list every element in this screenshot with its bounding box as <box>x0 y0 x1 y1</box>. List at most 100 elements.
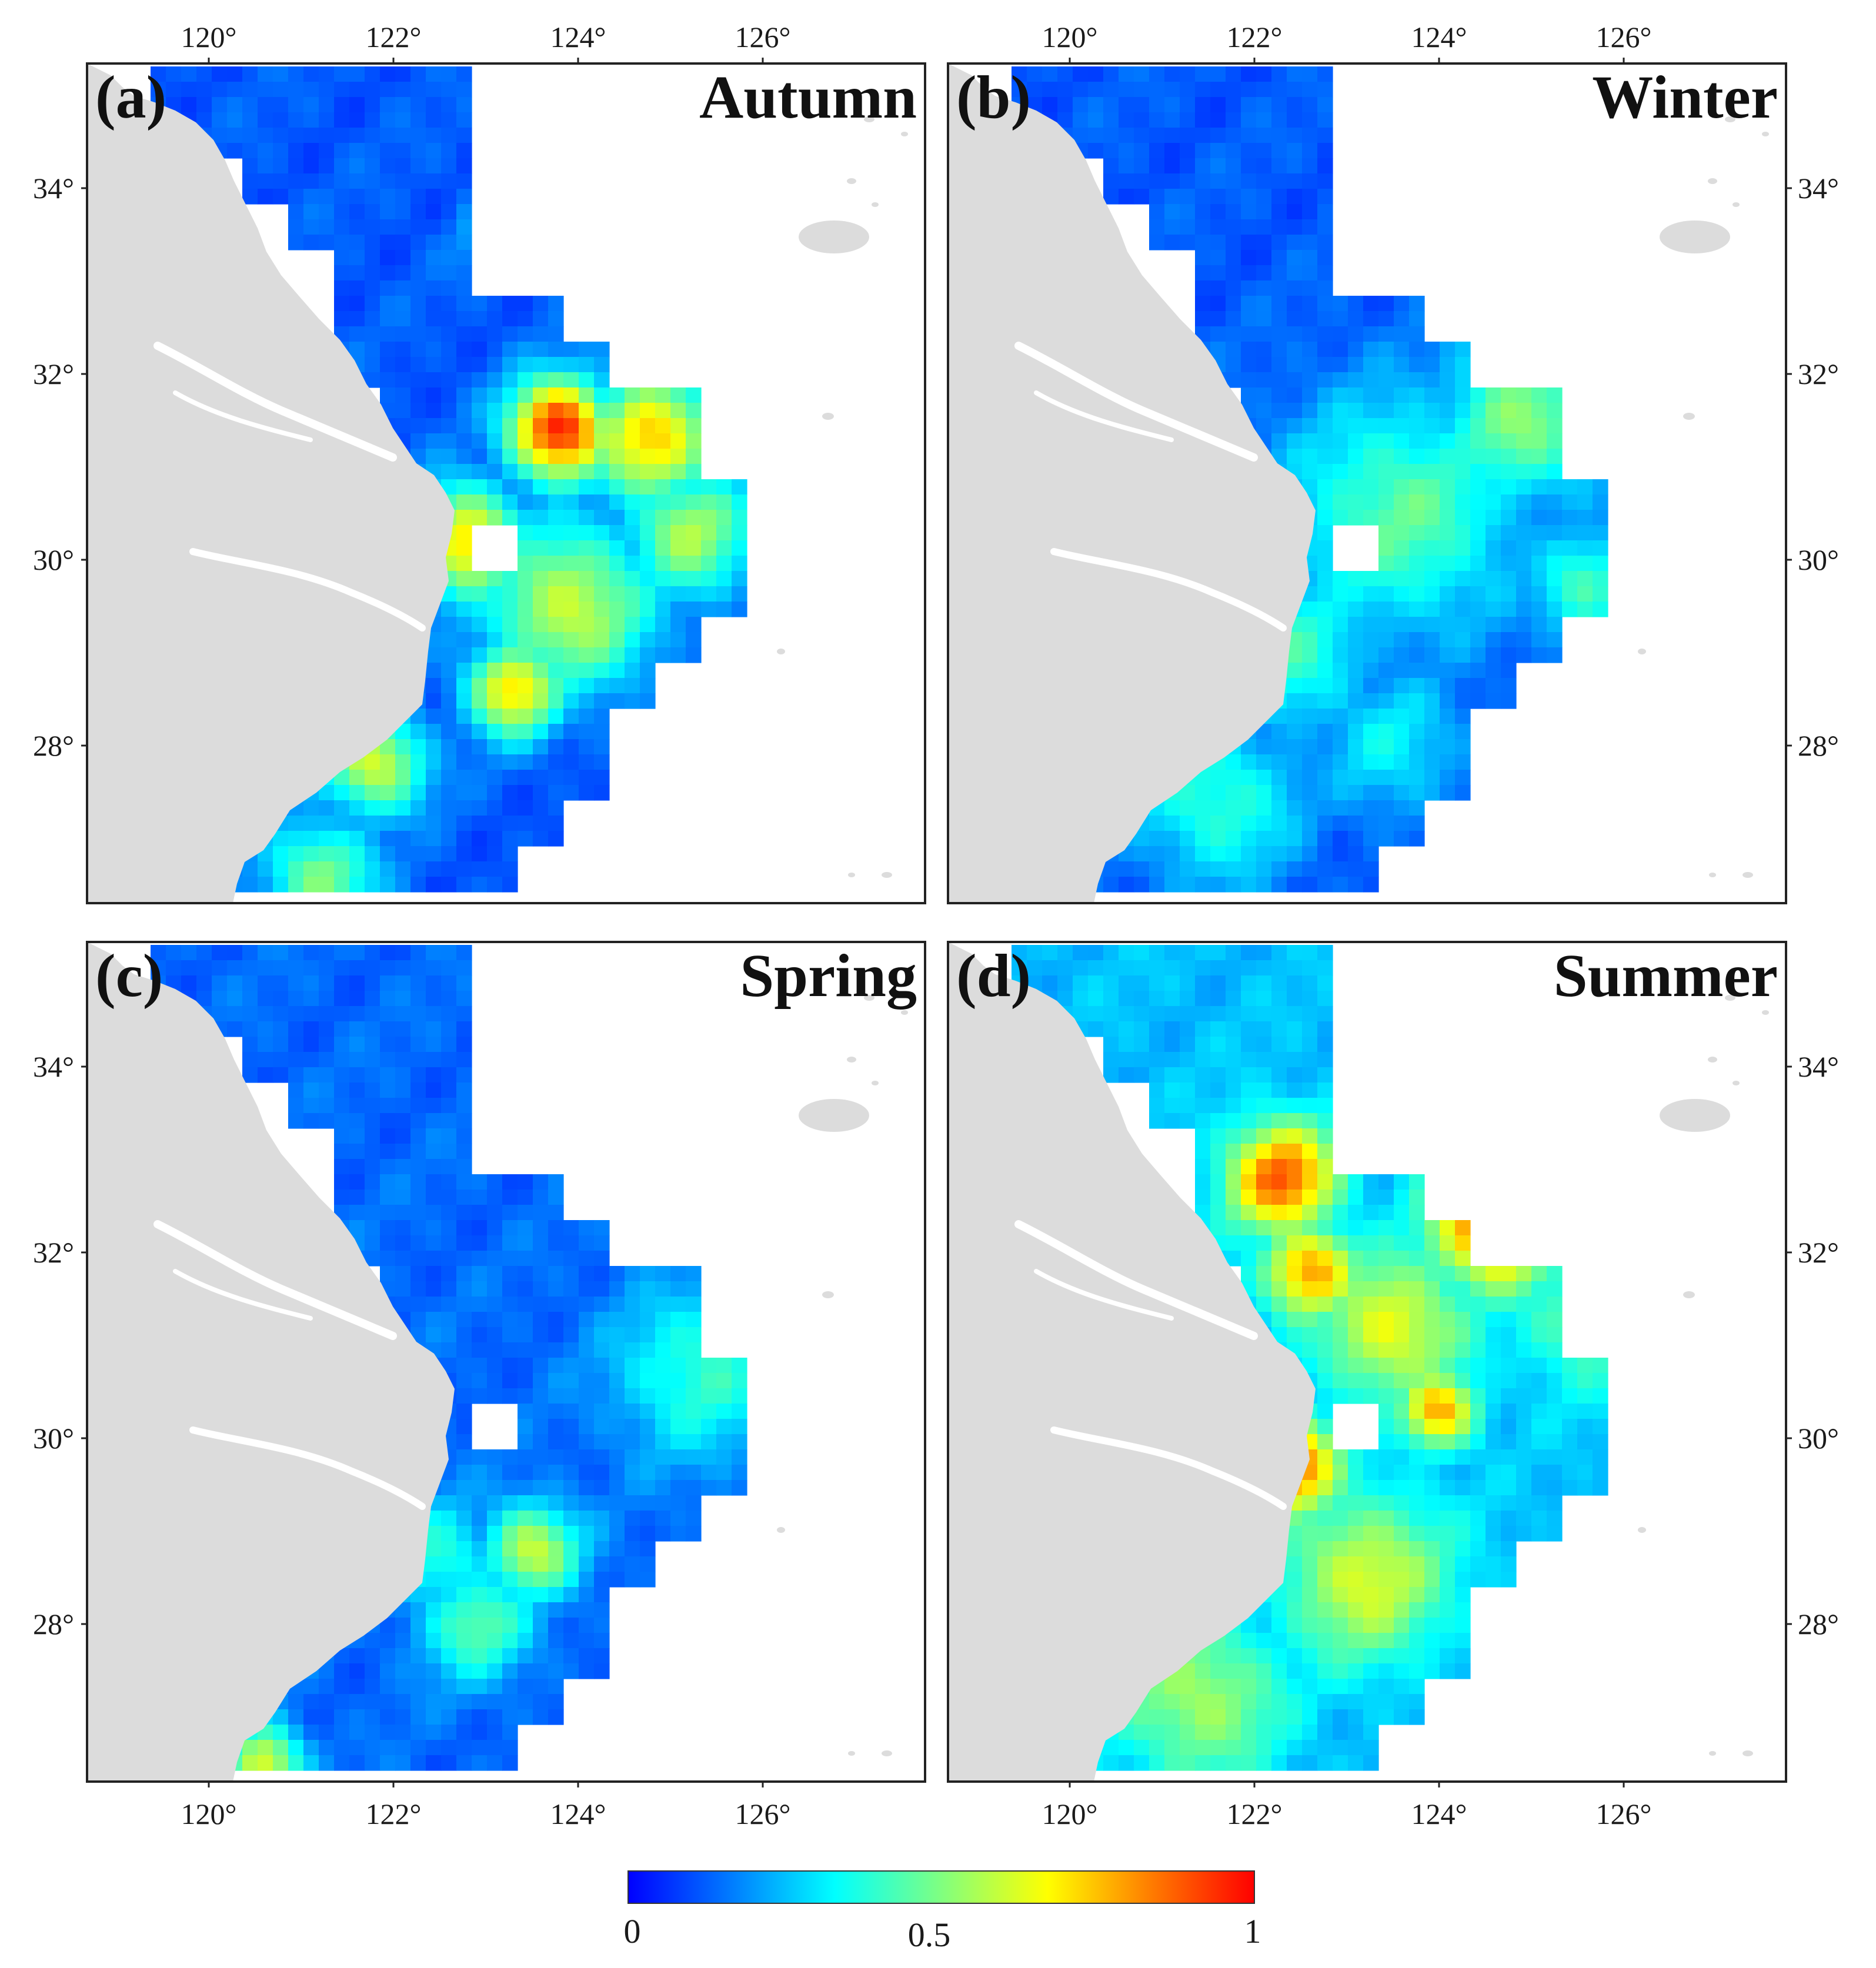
heatmap-cell <box>1424 1526 1440 1542</box>
heatmap-cell <box>1547 617 1563 633</box>
heatmap-cell <box>594 739 610 755</box>
heatmap-cell <box>1195 1190 1211 1205</box>
heatmap-cell <box>1226 311 1241 327</box>
heatmap-cell <box>1317 709 1333 724</box>
heatmap-cell <box>1210 326 1226 342</box>
heatmap-cell <box>1486 1434 1501 1450</box>
heatmap-cell <box>1164 1709 1180 1725</box>
heatmap-cell <box>472 1572 488 1588</box>
heatmap-cell <box>380 846 396 862</box>
heatmap-cell <box>1287 945 1303 961</box>
heatmap-cell <box>701 1465 717 1481</box>
lon-tick-label: 126° <box>735 21 791 54</box>
heatmap-cell <box>732 571 747 587</box>
heatmap-cell <box>518 1679 533 1695</box>
heatmap-cell <box>1317 1480 1333 1496</box>
heatmap-cell <box>502 1495 518 1511</box>
heatmap-cell <box>1302 632 1318 648</box>
heatmap-cell <box>502 403 518 419</box>
heatmap-cell <box>212 945 228 961</box>
heatmap-cell <box>1424 1648 1440 1664</box>
heatmap-cell <box>1348 1281 1364 1297</box>
heatmap-cell <box>456 831 472 847</box>
heatmap-cell <box>1271 1266 1287 1282</box>
heatmap-cell <box>334 1098 350 1114</box>
heatmap-cell <box>1394 1465 1410 1481</box>
heatmap-cell <box>1378 586 1394 602</box>
heatmap-cell <box>1317 960 1333 976</box>
heatmap-cell <box>456 510 472 526</box>
heatmap-cell <box>1149 112 1165 128</box>
heatmap-cell <box>1317 647 1333 663</box>
heatmap-cell <box>1470 1281 1486 1297</box>
heatmap-cell <box>1593 1388 1608 1404</box>
heatmap-cell <box>242 66 258 82</box>
heatmap-cell <box>410 219 426 235</box>
heatmap-cell <box>1378 1679 1394 1695</box>
heatmap-cell <box>594 433 610 449</box>
heatmap-cell <box>1195 861 1211 877</box>
heatmap-cell <box>1333 494 1348 510</box>
heatmap-cell <box>227 975 243 991</box>
heatmap-cell <box>426 1709 442 1725</box>
heatmap-cell <box>1180 991 1196 1007</box>
heatmap-cell <box>563 1663 579 1679</box>
heatmap-cell <box>1241 877 1257 893</box>
heatmap-cell <box>1440 540 1456 556</box>
heatmap-cell <box>288 158 304 174</box>
heatmap-cell <box>487 296 503 312</box>
heatmap-cell <box>1440 1342 1456 1358</box>
heatmap-cell <box>349 204 365 220</box>
heatmap-cell <box>472 571 488 587</box>
heatmap-cell <box>1516 464 1532 480</box>
heatmap-cell <box>212 975 228 991</box>
heatmap-cell <box>533 342 549 357</box>
heatmap-cell <box>1378 525 1394 541</box>
heatmap-cell <box>1287 816 1303 831</box>
heatmap-cell <box>1317 1679 1333 1695</box>
heatmap-cell <box>1394 342 1410 357</box>
heatmap-cell <box>273 1006 289 1022</box>
heatmap-cell <box>1195 831 1211 847</box>
heatmap-cell <box>288 97 304 113</box>
heatmap-cell <box>1531 525 1547 541</box>
heatmap-cell <box>273 112 289 128</box>
heatmap-cell <box>1164 1037 1180 1053</box>
heatmap-cell <box>426 770 442 786</box>
heatmap-cell <box>1470 1465 1486 1481</box>
heatmap-cell <box>1547 418 1563 434</box>
heatmap-cell <box>548 540 564 556</box>
heatmap-cell <box>487 1526 503 1542</box>
heatmap-cell <box>1394 1449 1410 1465</box>
heatmap-cell <box>334 1113 350 1129</box>
heatmap-cell <box>273 66 289 82</box>
heatmap-cell <box>441 1159 457 1175</box>
heatmap-cell <box>1287 189 1303 205</box>
heatmap-cell <box>1333 663 1348 679</box>
heatmap-cell <box>349 831 365 847</box>
heatmap-cell <box>456 877 472 893</box>
heatmap-cell <box>1424 449 1440 465</box>
heatmap-cell <box>1470 1572 1486 1588</box>
heatmap-cell <box>579 586 595 602</box>
heatmap-cell <box>1593 1480 1608 1496</box>
heatmap-cell <box>1455 540 1471 556</box>
heatmap-cell <box>1486 678 1501 694</box>
heatmap-cell <box>472 449 488 465</box>
heatmap-cell <box>1134 189 1150 205</box>
heatmap-cell <box>502 1694 518 1710</box>
heatmap-cell <box>1547 1495 1563 1511</box>
heatmap-cell <box>456 1663 472 1679</box>
heatmap-cell <box>1241 311 1257 327</box>
heatmap-cell <box>395 1021 411 1037</box>
heatmap-cell <box>1180 1740 1196 1756</box>
heatmap-cell <box>686 418 702 434</box>
heatmap-cell <box>365 1159 380 1175</box>
heatmap-cell <box>441 112 457 128</box>
heatmap-cell <box>1394 770 1410 786</box>
heatmap-cell <box>1180 1755 1196 1771</box>
heatmap-cell <box>1501 510 1517 526</box>
heatmap-cell <box>441 1067 457 1083</box>
heatmap-cell <box>1256 1297 1272 1312</box>
heatmap-cell <box>1317 494 1333 510</box>
